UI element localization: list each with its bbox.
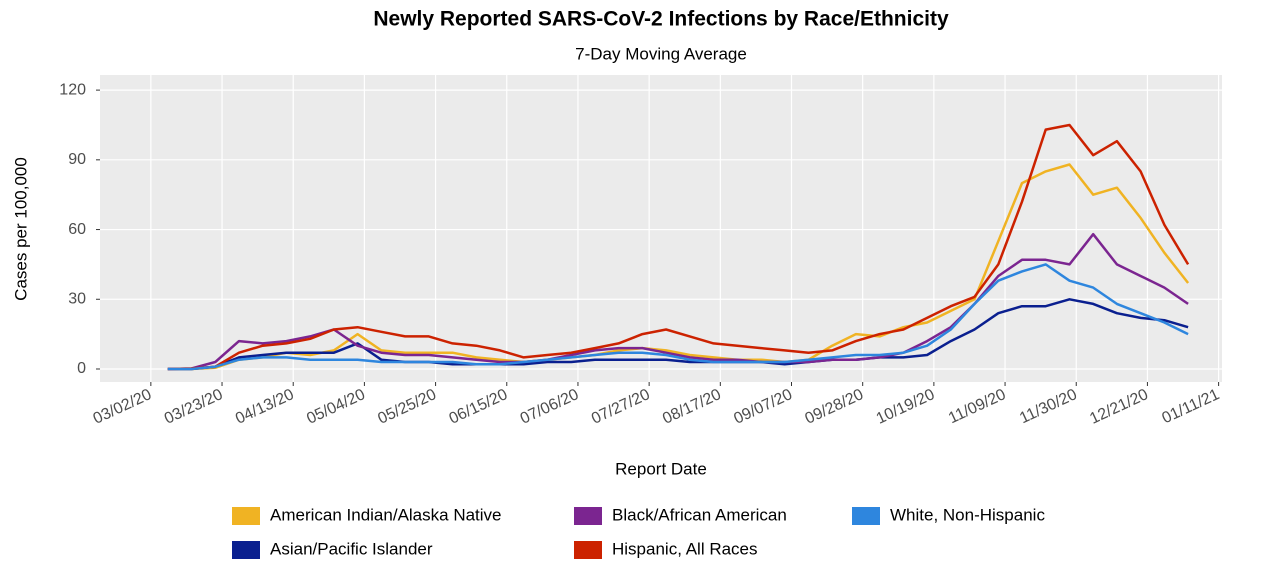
y-axis-label: Cases per 100,000 — [11, 157, 30, 301]
y-tick-label: 0 — [77, 360, 86, 377]
x-tick-label: 04/13/20 — [233, 386, 297, 428]
legend-label: Black/African American — [612, 505, 787, 524]
x-axis-label: Report Date — [615, 459, 707, 478]
y-tick-label: 30 — [68, 290, 86, 307]
legend-swatch — [574, 541, 602, 559]
series-line — [167, 232, 1189, 371]
y-tick-label: 90 — [68, 151, 86, 168]
x-tick-label: 03/02/20 — [91, 386, 155, 428]
series-line — [167, 263, 1189, 371]
x-tick-label: 09/28/20 — [803, 386, 867, 428]
y-tick-label: 60 — [68, 221, 86, 238]
x-tick-label: 10/19/20 — [874, 386, 938, 428]
x-tick-label: 05/25/20 — [375, 386, 439, 428]
x-tick-label: 01/11/21 — [1160, 386, 1223, 427]
x-tick-label: 07/27/20 — [589, 386, 653, 428]
legend-label: Hispanic, All Races — [612, 539, 758, 558]
legend-label: White, Non-Hispanic — [890, 505, 1045, 524]
x-tick-label: 11/30/20 — [1017, 386, 1080, 427]
x-tick-label: 08/17/20 — [660, 386, 724, 428]
x-tick-label: 07/06/20 — [518, 386, 582, 428]
legend-swatch — [574, 507, 602, 525]
x-tick-label: 05/04/20 — [304, 386, 368, 428]
x-tick-label: 09/07/20 — [731, 386, 795, 428]
x-tick-label: 03/23/20 — [162, 386, 226, 428]
legend-swatch — [232, 507, 260, 525]
series-line — [167, 163, 1190, 371]
x-tick-label: 11/09/20 — [946, 386, 1009, 427]
legend-swatch — [852, 507, 880, 525]
x-tick-label: 12/21/20 — [1087, 386, 1151, 428]
legend-label: American Indian/Alaska Native — [270, 505, 502, 524]
legend-swatch — [232, 541, 260, 559]
series-line — [167, 298, 1189, 371]
series-line — [167, 123, 1190, 371]
chart-subtitle: 7-Day Moving Average — [575, 44, 747, 63]
y-tick-label: 120 — [59, 81, 86, 98]
plot-panel — [100, 75, 1222, 382]
legend-label: Asian/Pacific Islander — [270, 539, 433, 558]
x-tick-label: 06/15/20 — [447, 386, 511, 428]
chart-title: Newly Reported SARS-CoV-2 Infections by … — [373, 8, 949, 31]
